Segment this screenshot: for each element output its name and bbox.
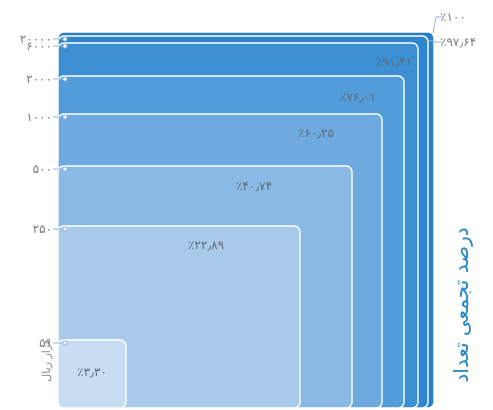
x-axis-title: هزار ریال <box>40 338 53 382</box>
threshold-dot-1 <box>62 226 68 232</box>
percent-callout-6 <box>427 39 442 43</box>
percent-label-6: ٪۹۷٫۶۴ <box>440 35 476 49</box>
percent-label-1: ٪۲۲٫۸۹ <box>188 238 224 252</box>
threshold-dot-0 <box>62 340 68 346</box>
percent-callout-7 <box>432 16 442 34</box>
percent-label-2: ٪۴۰٫۷۴ <box>236 179 272 193</box>
percent-label-0: ٪۳٫۳۰ <box>77 365 107 379</box>
threshold-label-1: ۲۵۰ <box>33 222 52 236</box>
threshold-label-4: ۲۰۰۰ <box>26 72 52 86</box>
threshold-dot-3 <box>62 114 68 120</box>
percent-labels: ٪۳٫۳۰ ٪۲۲٫۸۹ ٪۴۰٫۷۴ ٪۶۰٫۲۵ ٪۷۶٫۰۱ ٪۹۱٫۴۱ ٪۹۷٫۶… <box>77 10 476 379</box>
nested-rectangles <box>57 31 435 409</box>
threshold-label-3: ۱۰۰۰ <box>26 110 52 124</box>
threshold-dot-5 <box>62 43 68 49</box>
threshold-dot-2 <box>62 166 68 172</box>
threshold-label-6: ۲۰۰۰۰ <box>20 32 52 46</box>
percent-label-7: ٪۱۰۰ <box>440 10 466 24</box>
percent-label-4: ٪۷۶٫۰۱ <box>340 90 376 104</box>
percent-label-3: ٪۶۰٫۲۵ <box>298 126 334 140</box>
threshold-dot-4 <box>62 76 68 82</box>
right-axis-title: درصد تجمعی تعداد <box>449 227 473 382</box>
threshold-label-0: ۵۰ <box>39 336 52 350</box>
threshold-dot-6 <box>62 36 68 42</box>
threshold-label-5: ۶۰۰۰ <box>26 39 52 53</box>
percent-label-5: ٪۹۱٫۴۱ <box>376 55 412 69</box>
threshold-label-2: ۵۰۰ <box>33 162 52 176</box>
cumulative-rect-0 <box>57 339 127 409</box>
